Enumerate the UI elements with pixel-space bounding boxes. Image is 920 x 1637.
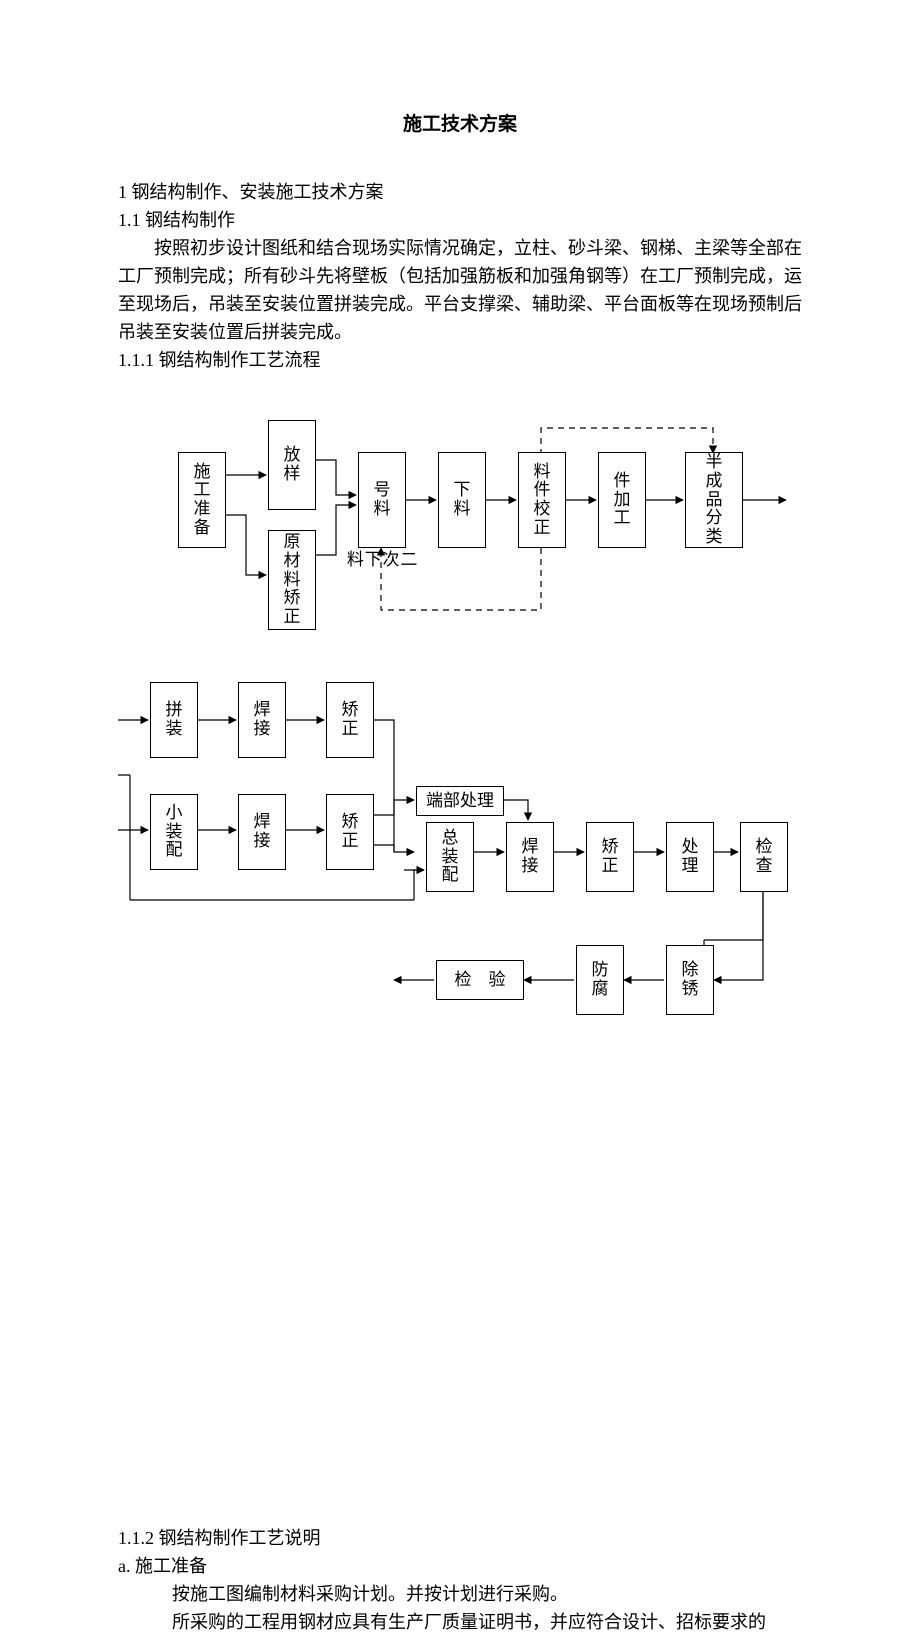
node-small-assem-label: 小装配 xyxy=(166,804,183,860)
node-assem-label: 拼装 xyxy=(166,701,183,738)
node-final-inspect-label: 检 验 xyxy=(455,971,506,990)
page-title: 施工技术方案 xyxy=(118,110,802,139)
heading-1: 1 钢结构制作、安装施工技术方案 xyxy=(118,179,802,207)
node-treat-label: 处理 xyxy=(682,838,699,875)
node-total-assem-label: 总装配 xyxy=(442,829,459,885)
node-layout-label: 放样 xyxy=(284,446,301,483)
node-cut: 下料 xyxy=(438,452,486,548)
node-straighten2-label: 矫正 xyxy=(342,813,359,850)
node-derust: 除锈 xyxy=(666,945,714,1015)
node-layout: 放样 xyxy=(268,420,316,510)
node-small-assem: 小装配 xyxy=(150,794,198,870)
node-derust-label: 除锈 xyxy=(682,961,699,998)
label-recut: 二次下料 xyxy=(344,550,415,567)
node-mat-correct: 原材料矫正 xyxy=(268,530,316,630)
node-inspect: 检查 xyxy=(740,822,788,892)
node-part-correct: 料件校正 xyxy=(518,452,566,548)
node-straighten2: 矫正 xyxy=(326,794,374,870)
node-mark-label: 号料 xyxy=(374,481,391,518)
node-part-proc: 件加工 xyxy=(598,452,646,548)
node-straighten1: 矫正 xyxy=(326,682,374,758)
node-prep: 施工准备 xyxy=(178,452,226,548)
paragraph-a2: 所采购的工程用钢材应具有生产厂质量证明书，并应符合设计、招标要求的 xyxy=(118,1609,802,1637)
node-assem: 拼装 xyxy=(150,682,198,758)
node-prep-label: 施工准备 xyxy=(194,463,211,538)
node-end-proc-label: 端部处理 xyxy=(426,792,494,811)
node-mark: 号料 xyxy=(358,452,406,548)
paragraph-a1: 按施工图编制材料采购计划。并按计划进行采购。 xyxy=(118,1581,802,1609)
heading-1-1-2: 1.1.2 钢结构制作工艺说明 xyxy=(118,1525,802,1553)
node-weld1-label: 焊接 xyxy=(254,701,271,738)
node-straighten3: 矫正 xyxy=(586,822,634,892)
node-weld3: 焊接 xyxy=(506,822,554,892)
node-cut-label: 下料 xyxy=(454,481,471,518)
paragraph-1: 按照初步设计图纸和结合现场实际情况确定，立柱、砂斗梁、钢梯、主梁等全部在工厂预制… xyxy=(118,235,802,347)
flowchart: 施工准备 放样 原材料矫正 号料 下料 料件校正 件加工 半成品分类 二次下料 … xyxy=(118,400,802,1120)
heading-a: a. 施工准备 xyxy=(118,1553,802,1581)
node-weld1: 焊接 xyxy=(238,682,286,758)
node-anticorr: 防腐 xyxy=(576,945,624,1015)
heading-1-1: 1.1 钢结构制作 xyxy=(118,207,802,235)
node-inspect-label: 检查 xyxy=(756,838,773,875)
node-mat-correct-label: 原材料矫正 xyxy=(284,533,301,626)
node-weld2: 焊接 xyxy=(238,794,286,870)
node-part-correct-label: 料件校正 xyxy=(534,463,551,538)
node-part-proc-label: 件加工 xyxy=(614,472,631,528)
node-anticorr-label: 防腐 xyxy=(592,961,609,998)
node-final-inspect: 检 验 xyxy=(436,960,524,1000)
node-semi-class: 半成品分类 xyxy=(685,452,743,548)
node-straighten1-label: 矫正 xyxy=(342,701,359,738)
node-straighten3-label: 矫正 xyxy=(602,838,619,875)
node-treat: 处理 xyxy=(666,822,714,892)
node-weld2-label: 焊接 xyxy=(254,813,271,850)
node-end-proc: 端部处理 xyxy=(416,786,504,816)
node-semi-class-label: 半成品分类 xyxy=(706,453,723,546)
node-total-assem: 总装配 xyxy=(426,822,474,892)
node-weld3-label: 焊接 xyxy=(522,838,539,875)
heading-1-1-1: 1.1.1 钢结构制作工艺流程 xyxy=(118,347,802,375)
